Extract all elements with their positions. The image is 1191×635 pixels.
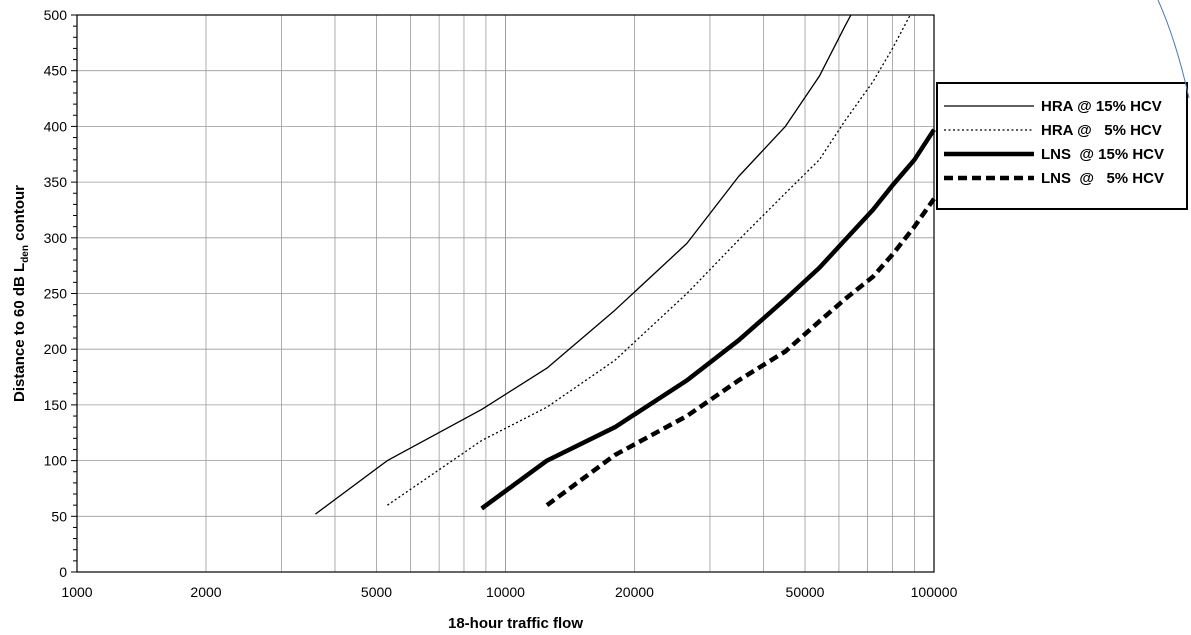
legend-label: LNS @ 5% HCV	[1041, 170, 1164, 187]
y-tick-label: 500	[44, 7, 68, 23]
x-tick-label: 5000	[361, 584, 392, 600]
series-line-2	[387, 14, 911, 506]
x-tick-label: 20000	[615, 584, 654, 600]
legend-item: HRA @ 15% HCV	[944, 98, 1162, 115]
legend-item: HRA @ 5% HCV	[944, 122, 1162, 139]
y-tick-label: 250	[44, 286, 68, 302]
series-lines	[315, 14, 936, 515]
y-axis-title-main: Distance to 60 dB L	[11, 263, 28, 402]
y-tick-label: 200	[44, 341, 68, 357]
y-axis-title-subscript: den	[20, 245, 31, 263]
y-axis-title: Distance to 60 dB Lden contour	[11, 185, 31, 402]
legend-item: LNS @ 15% HCV	[944, 146, 1164, 163]
legend-label: HRA @ 15% HCV	[1041, 98, 1162, 115]
y-tick-label: 0	[59, 564, 67, 580]
x-tick-labels: 1000 2000 5000 10000 20000 50000 100000	[61, 584, 957, 600]
y-tick-label: 150	[44, 397, 68, 413]
series-line-3	[480, 128, 936, 511]
series-line-1	[315, 14, 852, 515]
y-tick-label: 50	[51, 508, 67, 524]
legend-label: HRA @ 5% HCV	[1041, 122, 1162, 139]
y-tick-label: 350	[44, 174, 68, 190]
plot-frame	[76, 14, 935, 573]
y-axis-title-tail: contour	[11, 185, 28, 245]
x-axis-title: 18-hour traffic flow	[448, 615, 583, 632]
y-tick-label: 300	[44, 230, 68, 246]
y-minor-ticks	[71, 14, 77, 573]
x-tick-label: 100000	[911, 584, 958, 600]
x-tick-label: 2000	[190, 584, 221, 600]
x-tick-label: 50000	[786, 584, 825, 600]
x-axis-title-text: 18-hour traffic flow	[448, 615, 583, 632]
y-tick-label: 450	[44, 63, 68, 79]
legend-item: LNS @ 5% HCV	[944, 170, 1164, 187]
y-tick-labels: 0 50 100 150 200 250 300 350 400 450 500	[44, 7, 68, 580]
x-tick-label: 1000	[61, 584, 92, 600]
legend: HRA @ 15% HCV HRA @ 5% HCV LNS @ 15% HCV LN…	[936, 82, 1188, 210]
series-line-4	[545, 197, 936, 508]
x-tick-label: 10000	[486, 584, 525, 600]
legend-label: LNS @ 15% HCV	[1041, 146, 1164, 163]
y-tick-label: 400	[44, 118, 68, 134]
y-tick-label: 100	[44, 453, 68, 469]
corner-decoration	[1157, 0, 1190, 99]
legend-box	[936, 82, 1188, 210]
